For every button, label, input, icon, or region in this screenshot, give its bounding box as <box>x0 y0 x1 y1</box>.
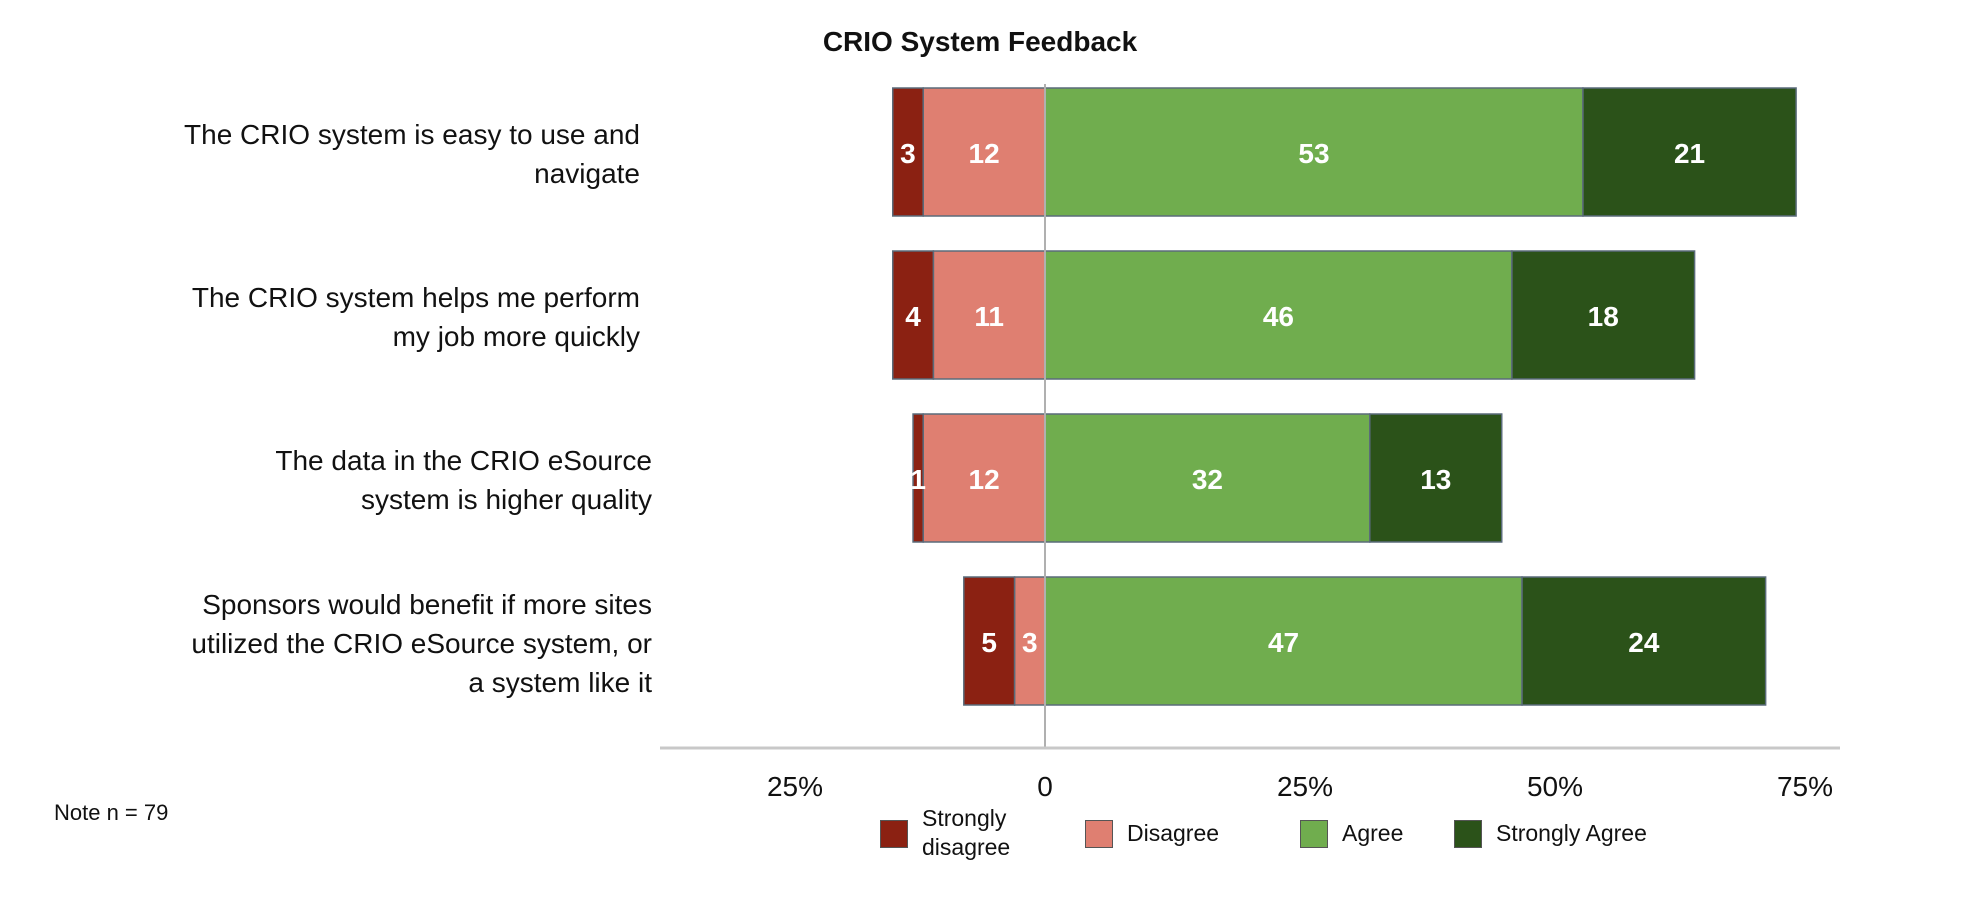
bar-strongly-disagree-1 <box>892 87 924 217</box>
bar-disagree-2 <box>932 250 1046 380</box>
legend-swatch-strongly-disagree <box>880 820 908 848</box>
category-label-line: utilized the CRIO eSource system, or <box>191 627 652 659</box>
bar-disagree-1 <box>922 87 1046 217</box>
legend-label-agree: Agree <box>1342 819 1403 848</box>
bar-agree-3 <box>1044 413 1371 543</box>
x-tick-label-5: 75% <box>1777 771 1833 802</box>
bar-strongly-agree-1 <box>1582 87 1797 217</box>
chart-title: CRIO System Feedback <box>822 26 1138 57</box>
category-label-line: my job more quickly <box>392 321 640 352</box>
bar-strongly-agree-2 <box>1511 250 1696 380</box>
data-label-disagree-3: 12 <box>969 464 1000 495</box>
data-label-strongly-agree-1: 21 <box>1674 138 1705 169</box>
category-label-2: The CRIO system helps me perform my job m… <box>192 278 640 356</box>
category-label-3: The data in the CRIO eSource system is hi… <box>275 441 652 519</box>
category-label-1: The CRIO system is easy to use and naviga… <box>184 115 640 193</box>
legend-label-strongly-agree: Strongly Agree <box>1496 819 1647 848</box>
x-tick-label-2: 0 <box>1037 771 1053 802</box>
data-label-disagree-2: 11 <box>974 301 1004 332</box>
bar-strongly-agree-4 <box>1521 576 1767 706</box>
legend-swatch-strongly-agree <box>1454 820 1482 848</box>
category-label-line: The data in the CRIO eSource <box>275 445 652 476</box>
bar-agree-4 <box>1044 576 1523 706</box>
data-label-agree-2: 46 <box>1263 301 1294 332</box>
legend-label-line: Strongly <box>922 805 1007 831</box>
bar-agree-1 <box>1044 87 1584 217</box>
legend-label-strongly-disagree: Strongly disagree <box>922 804 1010 862</box>
data-label-strongly-agree-4: 24 <box>1628 627 1660 658</box>
category-label-line: The CRIO system is easy to use and <box>184 119 640 150</box>
legend-label-line: disagree <box>922 834 1011 860</box>
x-tick-label-3: 25% <box>1277 771 1333 802</box>
category-label-line: navigate <box>534 158 640 189</box>
data-label-strongly-disagree-2: 4 <box>905 301 921 332</box>
legend-label-line: Strongly Agree <box>1496 820 1647 846</box>
x-tick-label-1: 25% <box>767 771 823 802</box>
data-label-agree-1: 53 <box>1298 138 1329 169</box>
data-label-disagree-4: 3 <box>1022 627 1038 658</box>
bar-agree-2 <box>1044 250 1513 380</box>
category-label-line: The CRIO system helps me perform <box>191 282 640 313</box>
data-label-strongly-disagree-4: 5 <box>981 627 997 658</box>
bar-disagree-3 <box>922 413 1046 543</box>
data-label-strongly-agree-2: 18 <box>1588 301 1619 332</box>
category-label-line: Sponsors would benefit if more sites <box>202 588 652 620</box>
legend-label-line: Agree <box>1342 820 1404 846</box>
category-label-4: Sponsors would benefit if more sites util… <box>191 585 652 702</box>
data-label-strongly-agree-3: 13 <box>1420 464 1451 495</box>
data-label-disagree-1: 12 <box>969 138 1000 169</box>
bar-strongly-disagree-3 <box>912 413 924 543</box>
category-label-line: a system like it <box>468 666 652 698</box>
bar-strongly-agree-3 <box>1369 413 1503 543</box>
legend-label-disagree: Disagree <box>1127 819 1219 848</box>
bar-strongly-disagree-2 <box>892 250 935 380</box>
sample-size-note: Note n = 79 <box>54 800 169 825</box>
category-label-line: system is higher quality <box>360 484 652 515</box>
legend-swatch-disagree <box>1085 820 1113 848</box>
data-label-strongly-disagree-3: 1 <box>910 464 926 495</box>
x-tick-label-4: 50% <box>1527 771 1583 802</box>
data-label-agree-3: 32 <box>1192 464 1223 495</box>
bar-strongly-disagree-4 <box>963 576 1016 706</box>
data-label-strongly-disagree-1: 3 <box>900 138 916 169</box>
data-label-agree-4: 47 <box>1268 627 1299 658</box>
legend-swatch-agree <box>1300 820 1328 848</box>
legend-label-line: Disagree <box>1127 820 1220 846</box>
